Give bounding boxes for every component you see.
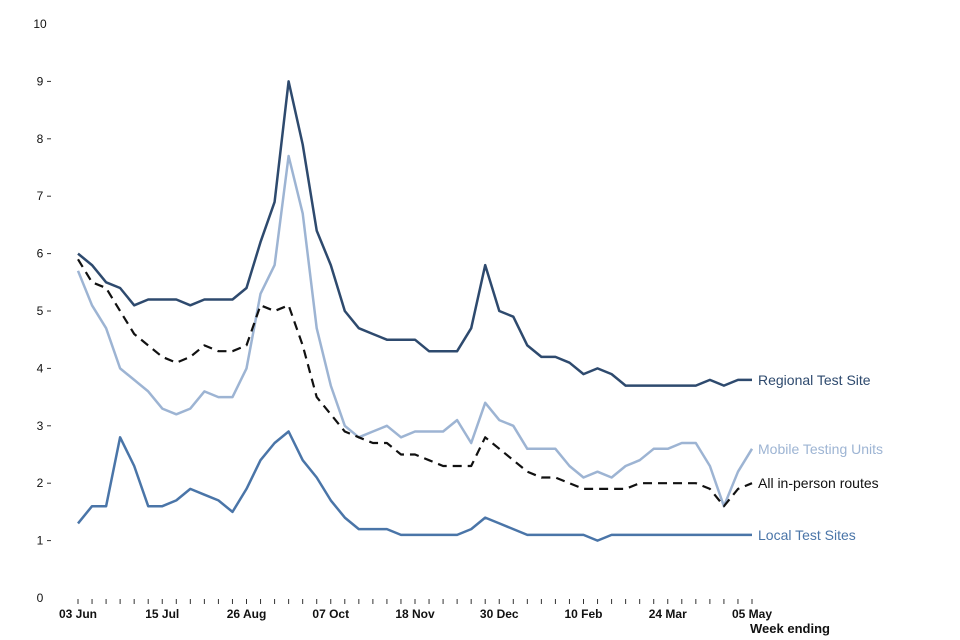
x-tick-label: 03 Jun bbox=[59, 607, 97, 621]
series-line-local-test-sites bbox=[77, 430, 752, 542]
y-tick-label: 2 bbox=[37, 476, 44, 490]
series-label-regional-test-site: Regional Test Site bbox=[758, 372, 871, 388]
x-tick-label: 10 Feb bbox=[564, 607, 602, 621]
series-line-mobile-testing-units bbox=[76, 154, 754, 508]
series-label-mobile-testing-units: Mobile Testing Units bbox=[758, 441, 883, 457]
y-tick-label: 10 bbox=[33, 17, 47, 31]
x-tick-label: 30 Dec bbox=[480, 607, 519, 621]
y-tick-label: 5 bbox=[37, 304, 44, 318]
y-axis: 0 1 2 3 4 5 6 7 8 9 10 bbox=[33, 17, 51, 605]
x-tick-label: 24 Mar bbox=[649, 607, 687, 621]
series-lines bbox=[76, 80, 754, 542]
x-tick-label: 18 Nov bbox=[395, 607, 435, 621]
y-tick-label: 9 bbox=[37, 74, 44, 88]
series-labels: Regional Test Site Mobile Testing Units Al… bbox=[758, 372, 883, 543]
series-line-regional-test-site bbox=[77, 80, 752, 387]
y-tick-label: 8 bbox=[37, 132, 44, 146]
y-tick-label: 0 bbox=[37, 591, 44, 605]
y-tick-label: 1 bbox=[37, 534, 44, 548]
x-tick-label: 05 May bbox=[732, 607, 772, 621]
y-tick-label: 6 bbox=[37, 247, 44, 261]
y-tick-label: 3 bbox=[37, 419, 44, 433]
x-axis-title: Week ending bbox=[750, 621, 830, 636]
x-tick-label: 26 Aug bbox=[227, 607, 267, 621]
x-tick-label: 15 Jul bbox=[145, 607, 179, 621]
y-tick-label: 4 bbox=[37, 361, 44, 375]
x-tick-label: 07 Oct bbox=[312, 607, 349, 621]
x-axis: Week ending 03 Jun 15 Jul 26 Aug 07 Oct 18 N… bbox=[59, 599, 830, 636]
series-label-all-in-person-routes: All in-person routes bbox=[758, 475, 879, 491]
series-line-all-in-person-routes bbox=[77, 258, 753, 508]
y-tick-label: 7 bbox=[37, 189, 44, 203]
series-label-local-test-sites: Local Test Sites bbox=[758, 527, 856, 543]
